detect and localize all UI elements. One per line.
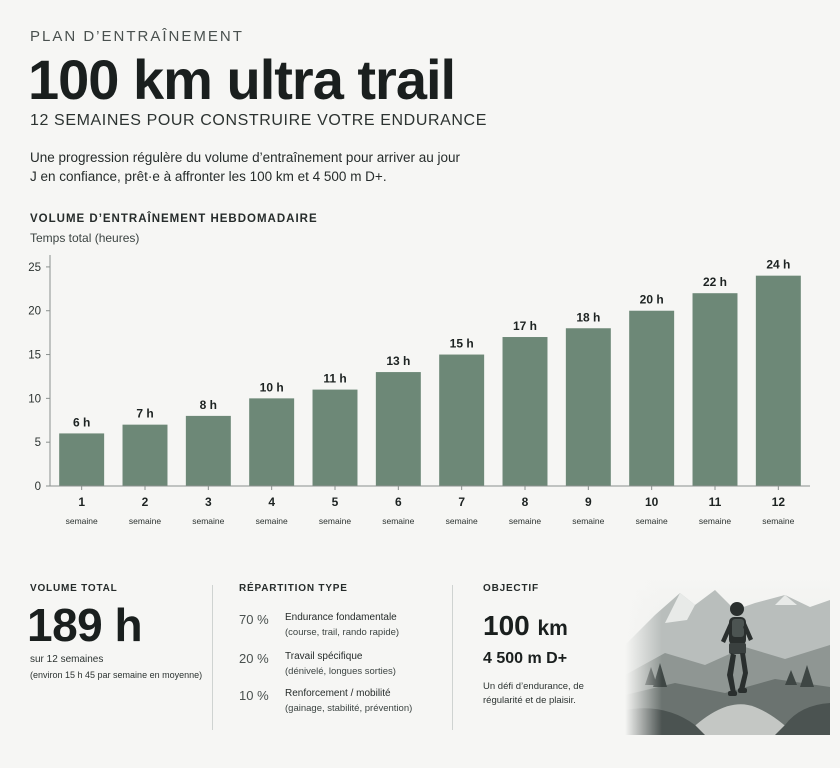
x-tick-sublabel: semaine [762, 516, 794, 526]
bar [185, 415, 231, 486]
bars: 6 h 7 h 8 h 10 h 11 h 13 h 15 h 17 h 18 h 20 h 22 … [59, 258, 801, 486]
repartition-desc: (gainage, stabilité, prévention) [285, 703, 413, 714]
x-tick-sublabel: semaine [509, 516, 541, 526]
bar-value-label: 17 h [513, 319, 537, 333]
total-volume-label: VOLUME TOTAL [30, 583, 118, 594]
bar-value-label: 11 h [323, 372, 346, 386]
objective-distance-value: 100 [483, 610, 530, 641]
intro-text: Une progression régulère du volume d’ent… [30, 150, 460, 184]
y-axis: 0 5 10 15 20 25 [28, 255, 51, 493]
x-tick-label: 7 [458, 495, 465, 509]
objective-label: OBJECTIF [483, 583, 539, 594]
total-volume-sub: sur 12 semaines [30, 654, 104, 665]
bar-value-label: 8 h [200, 398, 217, 412]
x-tick-sublabel: semaine [192, 516, 224, 526]
objective-description: Un défi d’endurance, de régularité et de… [483, 681, 584, 706]
x-tick-sublabel: semaine [446, 516, 478, 526]
x-tick-label: 1 [78, 495, 85, 509]
repartition-title: Renforcement / mobilité [285, 688, 391, 699]
y-tick-label: 15 [28, 350, 41, 362]
bar-value-label: 7 h [136, 407, 153, 421]
bar [755, 275, 801, 486]
y-tick-label: 5 [35, 437, 41, 449]
bar [439, 354, 485, 486]
bar-value-label: 10 h [260, 380, 284, 394]
bar-value-label: 18 h [576, 310, 600, 324]
x-tick-label: 2 [142, 495, 149, 509]
x-tick-label: 11 [709, 495, 722, 509]
page-title: 100 km ultra trail [28, 48, 456, 111]
total-volume-value: 189 h [27, 599, 143, 651]
bar-value-label: 13 h [386, 354, 410, 368]
y-tick-label: 25 [28, 262, 41, 274]
x-tick-sublabel: semaine [382, 516, 414, 526]
repartition-desc: (course, trail, rando rapide) [285, 627, 400, 638]
bar-value-label: 24 h [766, 258, 790, 272]
bar [249, 398, 295, 486]
repartition-pct: 70 % [239, 612, 269, 627]
bar [629, 310, 675, 486]
bar-value-label: 6 h [73, 415, 90, 429]
x-tick-label: 5 [332, 495, 339, 509]
x-tick-sublabel: semaine [699, 516, 731, 526]
x-tick-label: 12 [772, 495, 786, 509]
repartition-desc: (dénivelé, longues sorties) [285, 666, 396, 677]
repartition-pct: 10 % [239, 688, 269, 703]
x-tick-label: 6 [395, 495, 402, 509]
bar [59, 433, 105, 486]
x-tick-sublabel: semaine [256, 516, 288, 526]
bar [692, 293, 738, 486]
repartition-label: RÉPARTITION TYPE [239, 583, 348, 594]
x-tick-label: 8 [522, 495, 529, 509]
bar-value-label: 15 h [450, 337, 474, 351]
x-tick-sublabel: semaine [129, 516, 161, 526]
bar [375, 372, 421, 486]
x-axis: 1 semaine 2 semaine 3 semaine 4 semaine 5 semaine… [50, 485, 810, 526]
divider [212, 585, 213, 730]
x-tick-sublabel: semaine [572, 516, 604, 526]
y-tick-label: 0 [35, 481, 41, 493]
x-tick-sublabel: semaine [636, 516, 668, 526]
chart-y-axis-label: Temps total (heures) [30, 231, 140, 245]
x-tick-label: 3 [205, 495, 212, 509]
x-tick-label: 10 [645, 495, 659, 509]
objective-distance-unit: km [537, 617, 568, 640]
bar-value-label: 20 h [640, 293, 664, 307]
x-tick-sublabel: semaine [66, 516, 98, 526]
y-tick-label: 20 [28, 306, 41, 318]
x-tick-label: 9 [585, 495, 592, 509]
page-subtitle: 12 SEMAINES POUR CONSTRUIRE VOTRE ENDURA… [30, 112, 487, 129]
x-tick-label: 4 [268, 495, 275, 509]
eyebrow-label: PLAN D’ENTRAÎNEMENT [30, 28, 244, 45]
repartition-title: Endurance fondamentale [285, 612, 397, 623]
bar [565, 328, 611, 486]
repartition-pct: 20 % [239, 651, 269, 666]
bar [502, 337, 548, 486]
total-volume-note: (environ 15 h 45 par semaine en moyenne) [30, 670, 203, 680]
trail-runner-mountain-image [625, 575, 830, 735]
divider [452, 585, 453, 730]
objective-elevation: 4 500 m D+ [483, 650, 568, 667]
bar [122, 424, 168, 486]
objective-distance: 100 km [483, 610, 568, 642]
y-tick-label: 10 [28, 393, 41, 405]
bar [312, 389, 358, 486]
chart-title: VOLUME D’ENTRAÎNEMENT HEBDOMADAIRE [30, 213, 318, 225]
repartition-title: Travail spécifique [285, 651, 363, 662]
x-tick-sublabel: semaine [319, 516, 351, 526]
bar-value-label: 22 h [703, 275, 727, 289]
